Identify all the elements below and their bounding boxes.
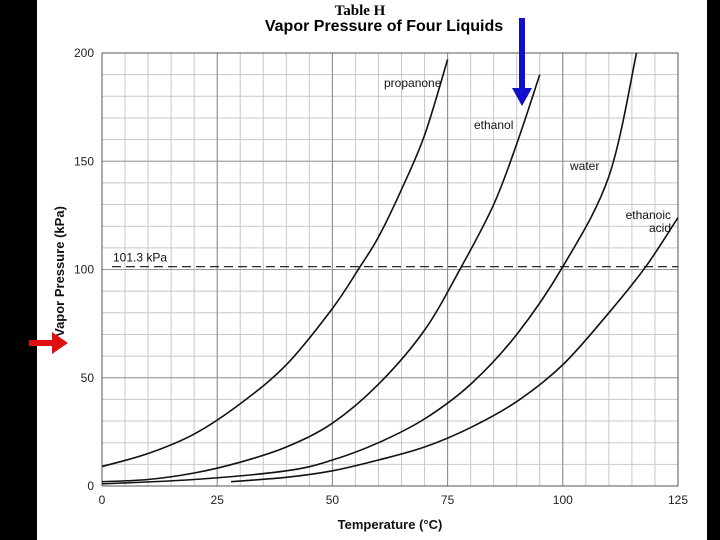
- series-label-ethanol: ethanol: [474, 118, 513, 132]
- y-axis-label: Vapor Pressure (kPa): [52, 206, 67, 337]
- annotation-arrows: [29, 18, 532, 354]
- reference-line-label: 101.3 kPa: [113, 251, 167, 265]
- down-arrow-head: [512, 88, 532, 106]
- y-tick-label: 0: [87, 479, 94, 493]
- series-line-ethanol: [102, 74, 541, 483]
- x-tick-label: 0: [99, 493, 106, 507]
- chart-title: Vapor Pressure of Four Liquids: [264, 18, 504, 35]
- series-group: [102, 53, 678, 485]
- down-arrow-shaft: [519, 18, 525, 90]
- right-arrow-head: [52, 332, 68, 354]
- plot-frame: [101, 52, 679, 487]
- x-tick-label: 100: [553, 493, 573, 507]
- x-tick-label: 50: [326, 493, 340, 507]
- y-tick-label: 200: [74, 46, 94, 60]
- y-tick-label: 50: [81, 371, 95, 385]
- y-tick-label: 100: [74, 263, 94, 277]
- x-tick-label: 125: [668, 493, 688, 507]
- table-label: Table H: [334, 3, 386, 19]
- right-arrow-shaft: [29, 340, 59, 346]
- series-label-ethanoic-acid: ethanoic: [626, 208, 671, 222]
- y-tick-label: 150: [74, 154, 94, 168]
- series-line-water: [102, 53, 638, 485]
- x-tick-label: 75: [441, 493, 455, 507]
- x-axis-label: Temperature (°C): [338, 517, 443, 532]
- series-label-propanone: propanone: [384, 76, 442, 90]
- series-line-propanone: [102, 59, 449, 468]
- x-tick-label: 25: [211, 493, 225, 507]
- reference-line-group: 101.3 kPa: [112, 251, 678, 268]
- series-label-water: water: [569, 159, 599, 173]
- tick-labels: 0 25 50 75 100 125 0 50 100 150 200: [74, 46, 688, 507]
- series-label-ethanoic-acid: acid: [649, 221, 671, 235]
- series-line-ethanoic-acid: [230, 217, 678, 483]
